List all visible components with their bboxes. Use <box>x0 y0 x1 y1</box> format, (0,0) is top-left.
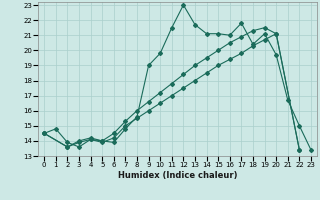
X-axis label: Humidex (Indice chaleur): Humidex (Indice chaleur) <box>118 171 237 180</box>
